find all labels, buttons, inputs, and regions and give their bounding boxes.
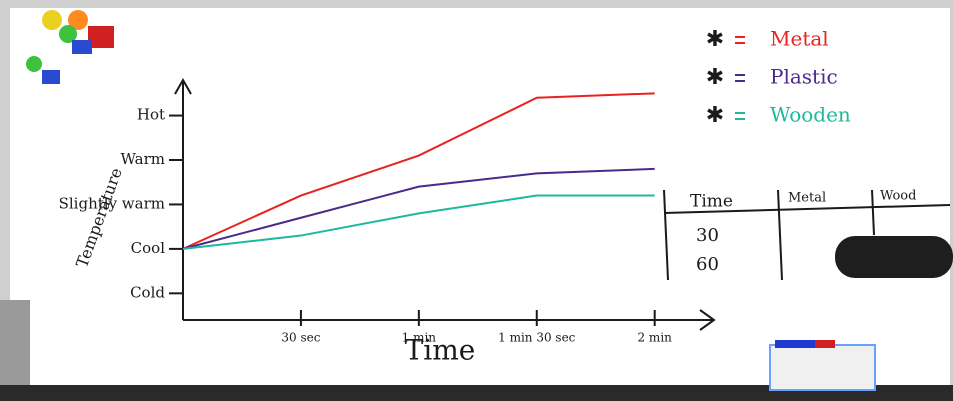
legend-swatch: ✱: [706, 65, 724, 90]
y-tick-label: Slightly warm: [59, 194, 165, 212]
y-tick-label: Warm: [121, 150, 165, 168]
marker: [815, 340, 835, 348]
table-cell: 30: [696, 225, 719, 246]
table-cell: 60: [696, 254, 719, 275]
magnet: [42, 70, 60, 84]
page: {"chart_data": {"type": "line", "x_label…: [0, 0, 953, 401]
x-tick-label: 2 min: [637, 331, 672, 345]
legend-swatch: ✱: [706, 27, 724, 52]
table-header: Wood: [880, 189, 916, 204]
legend-swatch: ✱: [706, 103, 724, 128]
legend-label: Plastic: [770, 65, 838, 89]
x-tick-label: 1 min 30 sec: [498, 331, 576, 345]
legend-label: Wooden: [770, 103, 851, 127]
basket: [770, 345, 875, 390]
table-header: Metal: [788, 191, 826, 206]
legend-label: Metal: [770, 27, 829, 51]
magnet: [26, 56, 42, 72]
table-header: Time: [690, 192, 733, 212]
y-tick-label: Cold: [130, 283, 165, 301]
y-tick-label: Cool: [131, 239, 166, 257]
eraser: [835, 236, 953, 278]
magnet: [72, 40, 92, 54]
x-tick-label: 30 sec: [281, 331, 320, 345]
y-tick-label: Hot: [137, 106, 165, 124]
magnet: [42, 10, 62, 30]
marker: [775, 340, 815, 348]
x-tick-label: 1 min: [402, 331, 437, 345]
whiteboard-photo: Time Metal Wood 30 60 Time Temperature C…: [0, 0, 953, 401]
